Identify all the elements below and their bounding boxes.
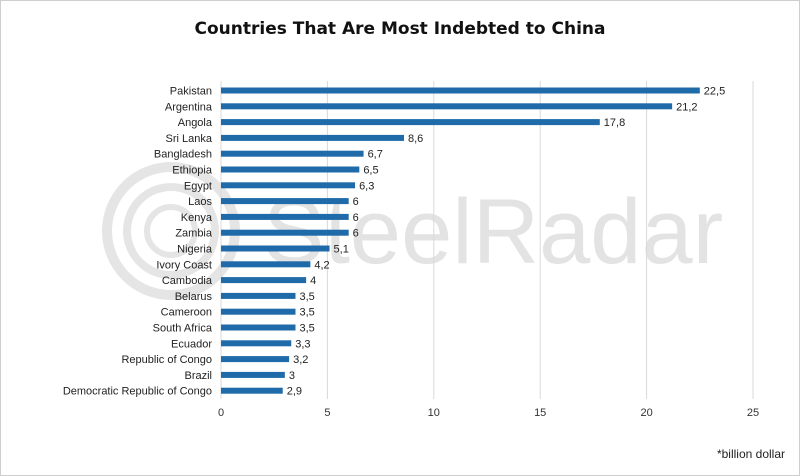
bar <box>221 103 673 110</box>
x-tick-label: 15 <box>534 407 546 419</box>
bar <box>221 308 296 315</box>
data-label: 6,7 <box>368 149 383 161</box>
bar <box>221 356 290 363</box>
x-tick-label: 5 <box>324 407 330 419</box>
gridlines <box>220 81 754 399</box>
x-tick-label: 25 <box>747 407 759 419</box>
bar <box>221 292 296 299</box>
category-label: Zambia <box>175 228 213 240</box>
category-label: Angola <box>178 117 213 129</box>
category-label: Brazil <box>184 370 212 382</box>
category-label: South Africa <box>153 323 213 335</box>
bars <box>221 87 700 394</box>
data-label: 4 <box>310 275 316 287</box>
data-label: 6,3 <box>359 180 374 192</box>
category-label: Egypt <box>184 180 212 192</box>
bar <box>221 387 283 394</box>
data-label: 3,3 <box>295 338 310 350</box>
bar <box>221 87 700 94</box>
bar <box>221 277 307 284</box>
data-label: 17,8 <box>604 117 625 129</box>
category-label: Bangladesh <box>154 149 212 161</box>
bar <box>221 182 356 189</box>
data-label: 4,2 <box>314 259 329 271</box>
x-tick-label: 0 <box>218 407 224 419</box>
data-label: 3 <box>289 370 295 382</box>
category-label: Sri Lanka <box>166 133 213 145</box>
category-label: Ivory Coast <box>156 259 212 271</box>
category-labels: Pakistan Argentina Angola Sri Lanka Banglade… <box>63 86 213 398</box>
x-axis-ticks: 0 5 10 15 20 25 <box>218 407 759 419</box>
bar <box>221 371 285 378</box>
bar <box>221 198 349 205</box>
data-label: 3,2 <box>293 354 308 366</box>
data-label: 6,5 <box>363 165 378 177</box>
bar <box>221 213 349 220</box>
category-label: Belarus <box>175 291 213 303</box>
category-label: Argentina <box>165 101 213 113</box>
category-label: Nigeria <box>177 244 213 256</box>
data-label: 3,5 <box>299 307 314 319</box>
bar <box>221 150 364 157</box>
bar <box>221 166 360 173</box>
category-label: Ecuador <box>171 338 212 350</box>
data-label: 2,9 <box>287 386 302 398</box>
bar <box>221 119 600 126</box>
data-label: 3,5 <box>299 323 314 335</box>
value-labels: 22,521,217,88,66,76,56,36665,14,243,53,5… <box>287 86 726 398</box>
category-label: Laos <box>188 196 212 208</box>
bar <box>221 229 349 236</box>
data-label: 22,5 <box>704 86 725 98</box>
data-label: 5,1 <box>334 244 349 256</box>
category-label: Kenya <box>181 212 213 224</box>
bar <box>221 134 405 141</box>
x-tick-label: 20 <box>640 407 652 419</box>
category-label: Cameroon <box>161 307 212 319</box>
data-label: 6 <box>353 228 359 240</box>
category-label: Ethiopia <box>172 165 213 177</box>
category-label: Republic of Congo <box>121 354 212 366</box>
chart-title: Countries That Are Most Indebted to Chin… <box>194 19 606 39</box>
bar <box>221 245 330 252</box>
category-label: Cambodia <box>162 275 213 287</box>
x-tick-label: 10 <box>428 407 440 419</box>
data-label: 6 <box>353 212 359 224</box>
category-label: Pakistan <box>170 86 212 98</box>
bar <box>221 324 296 331</box>
data-label: 3,5 <box>299 291 314 303</box>
data-label: 6 <box>353 196 359 208</box>
bar <box>221 340 292 347</box>
category-label: Democratic Republic of Congo <box>63 386 212 398</box>
footnote: *billion dollar <box>716 447 785 461</box>
bar <box>221 261 311 268</box>
data-label: 8,6 <box>408 133 423 145</box>
data-label: 21,2 <box>676 101 697 113</box>
